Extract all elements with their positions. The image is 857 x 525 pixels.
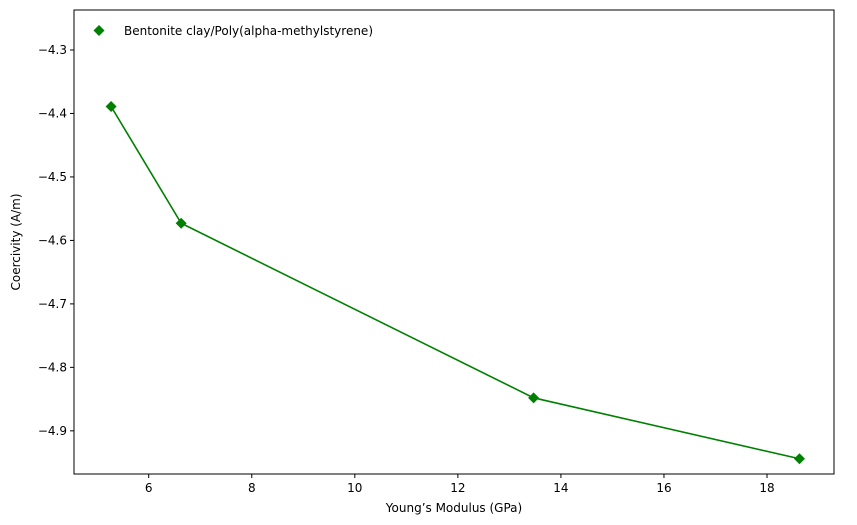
data-point <box>528 392 540 404</box>
y-tick-label: −4.7 <box>38 297 67 311</box>
x-tick-label: 14 <box>553 481 568 495</box>
legend-marker-diamond-icon <box>93 25 105 36</box>
x-axis-label: Young’s Modulus (GPa) <box>385 501 522 515</box>
x-tick-label: 12 <box>450 481 465 495</box>
y-axis-ticks: −4.9 −4.8 −4.7 −4.6 −4.5 −4.4 −4.3 <box>38 43 74 438</box>
y-tick-label: −4.4 <box>38 106 67 120</box>
data-point <box>793 453 805 465</box>
x-tick-label: 8 <box>248 481 256 495</box>
x-tick-label: 10 <box>347 481 362 495</box>
series-line <box>110 106 800 460</box>
plot-area <box>74 10 834 474</box>
y-tick-label: −4.6 <box>38 233 67 247</box>
legend: Bentonite clay/Poly(alpha-methylstyrene) <box>93 24 373 38</box>
data-point <box>175 217 187 229</box>
series-layer <box>105 100 805 465</box>
data-point <box>105 100 117 112</box>
y-axis-label: Coercivity (A/m) <box>9 193 23 290</box>
x-tick-label: 6 <box>145 481 153 495</box>
x-tick-label: 16 <box>656 481 671 495</box>
x-tick-label: 18 <box>759 481 774 495</box>
legend-label: Bentonite clay/Poly(alpha-methylstyrene) <box>124 24 373 38</box>
plot-frame <box>73 9 835 475</box>
y-tick-label: −4.5 <box>38 170 67 184</box>
x-axis-ticks: 6 8 10 12 14 16 18 <box>145 474 775 495</box>
y-tick-label: −4.9 <box>38 424 67 438</box>
y-tick-label: −4.8 <box>38 360 67 374</box>
y-tick-label: −4.3 <box>38 43 67 57</box>
